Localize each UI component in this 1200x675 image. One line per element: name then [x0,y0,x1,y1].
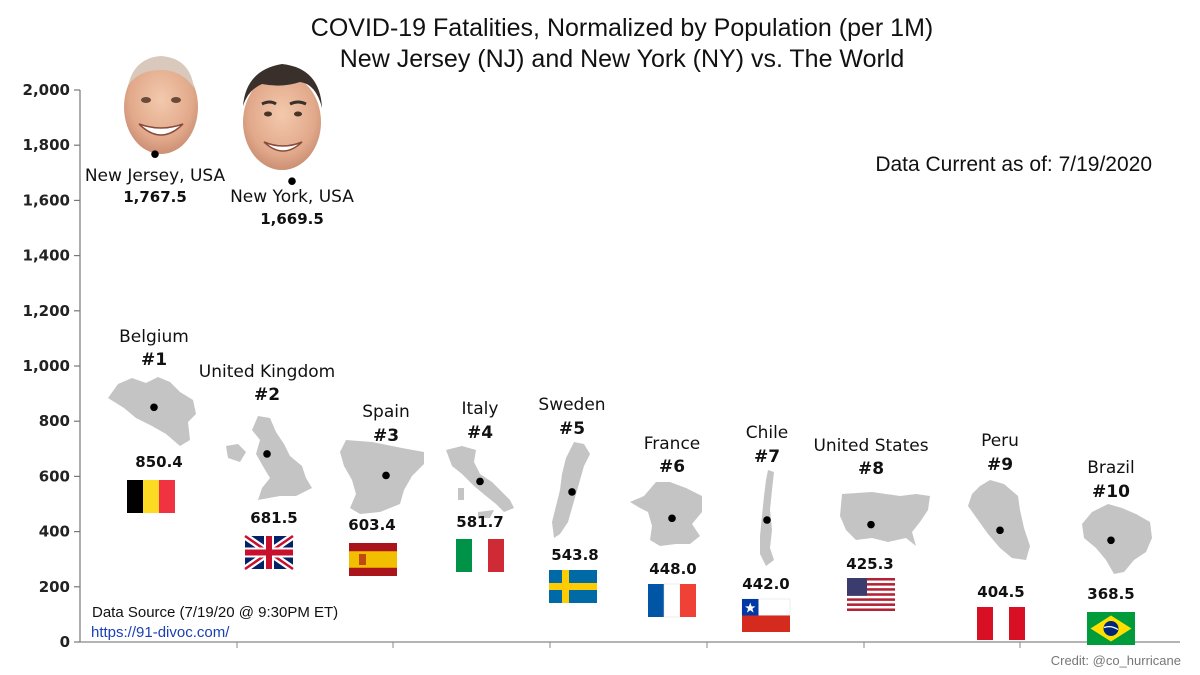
country-data-point [476,477,484,486]
country-name-label: Chile [746,423,789,443]
data-current-note: Data Current as of: 7/19/2020 [875,153,1152,176]
country-value-label: 425.3 [846,555,893,573]
y-tick-label: 1,000 [23,357,70,375]
country-value-label: 681.5 [250,509,297,527]
country-value-label: 850.4 [135,453,182,471]
country-labels: Belgium #1 850.4 United Kingdom #2 681.5 Spain… [119,327,1135,603]
france-map [630,482,702,546]
y-tick-label: 800 [39,412,70,430]
country-data-point [996,526,1004,535]
chile-flag [741,598,791,632]
y-tick-label: 2,000 [23,81,70,99]
country-data-point [568,488,576,496]
y-axis: 0 200 400 600 800 1,000 1,200 1,400 1,600 1,800 2,… [23,81,81,651]
spain-map [340,440,424,514]
ny-governor-photo [243,64,322,170]
nj-governor-photo [124,56,198,154]
state-value-label: 1,669.5 [260,210,324,228]
country-data-point [382,471,390,480]
data-points [150,150,1115,545]
country-rank-label: #5 [559,419,585,439]
brazil-flag [1087,612,1135,645]
country-rank-label: #8 [858,459,884,479]
country-data-point [150,403,158,412]
italy-flag [456,539,504,572]
y-tick-label: 1,600 [23,191,70,209]
y-tick-label: 200 [39,578,70,596]
state-labels: New Jersey, USA 1,767.5 New York, USA 1,669… [85,166,354,228]
y-tick-label: 1,800 [23,136,70,154]
country-rank-label: #4 [467,423,493,443]
country-value-label: 368.5 [1087,585,1134,603]
brazil-map [1082,504,1152,574]
country-value-label: 404.5 [977,583,1024,601]
country-data-point [668,514,676,523]
uk-map [226,416,312,500]
country-rank-label: #9 [987,455,1013,475]
country-value-label: 543.8 [551,546,598,564]
country-value-label: 603.4 [348,516,395,534]
state-name-label: New Jersey, USA [85,166,226,186]
peru-map [968,480,1030,560]
country-name-label: Brazil [1087,458,1134,478]
state-name-label: New York, USA [230,187,354,207]
state-data-point [151,150,159,158]
state-data-point [288,177,296,186]
country-value-label: 581.7 [456,513,503,531]
uk-flag [243,533,295,572]
y-tick-label: 1,400 [23,247,70,265]
country-name-label: Peru [981,431,1019,451]
country-rank-label: #3 [373,426,399,446]
y-tick-label: 400 [39,523,70,541]
y-tick-label: 0 [60,633,70,651]
credit-note: Credit: @co_hurricane [1051,653,1181,668]
x-axis [80,641,1180,648]
usa-flag [847,578,895,611]
source-link[interactable]: https://91-divoc.com/ [91,624,230,641]
y-tick-label: 1,200 [23,302,70,320]
belgium-flag [127,480,175,513]
data-source-note: Data Source (7/19/20 @ 9:30PM ET) [92,604,338,621]
country-rank-label: #7 [754,447,780,467]
country-rank-label: #1 [141,350,167,370]
country-rank-label: #6 [659,457,685,477]
country-name-label: Belgium [119,327,189,347]
country-name-label: United Kingdom [199,362,335,382]
country-data-point [1107,536,1115,545]
country-rank-label: #10 [1092,482,1130,502]
spain-flag [349,543,397,576]
sweden-flag [549,570,597,603]
country-data-point [263,450,271,458]
country-value-label: 448.0 [649,560,696,578]
country-data-point [867,520,875,529]
chart-subtitle: New Jersey (NJ) and New York (NY) vs. Th… [340,45,905,73]
country-value-label: 442.0 [742,575,789,593]
chart-title: COVID-19 Fatalities, Normalized by Popul… [311,14,933,42]
peru-flag [977,607,1025,640]
country-flags [127,480,1135,645]
country-name-label: United States [813,436,928,456]
country-name-label: France [644,434,701,454]
state-value-label: 1,767.5 [123,188,187,206]
belgium-map [108,377,196,446]
usa-map [840,492,930,546]
governor-photos [124,56,322,170]
country-name-label: Spain [362,402,410,422]
country-data-point [763,516,771,524]
country-maps [108,377,1152,574]
y-tick-label: 600 [39,467,70,485]
country-name-label: Sweden [538,395,605,415]
country-name-label: Italy [462,399,499,419]
france-flag [648,583,696,618]
country-rank-label: #2 [254,385,280,405]
